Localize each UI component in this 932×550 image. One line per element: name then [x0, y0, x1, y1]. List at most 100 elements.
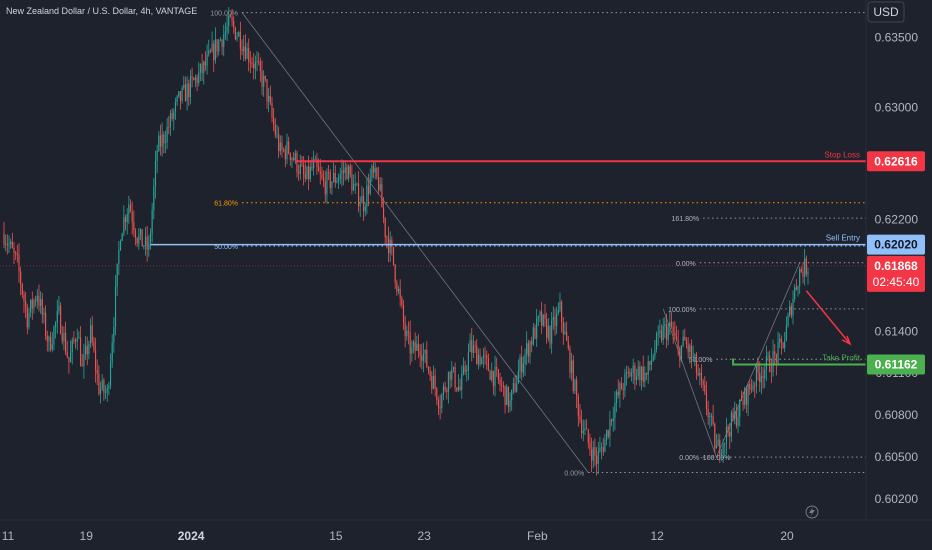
candle-body — [482, 355, 484, 359]
candle-body — [94, 350, 97, 371]
candle-body — [321, 173, 323, 178]
candle-body — [382, 207, 385, 218]
candle-body — [596, 455, 598, 464]
price-axis[interactable]: 0.635000.630000.622000.614000.611000.608… — [865, 0, 925, 520]
candle-body — [487, 358, 489, 371]
replay-icon[interactable] — [805, 505, 819, 519]
candle-body — [386, 237, 388, 239]
candle-body — [739, 399, 741, 418]
candle-body — [344, 167, 346, 173]
candle-body — [236, 36, 238, 40]
candle-body — [291, 157, 293, 161]
candle-body — [98, 373, 100, 394]
candle-body — [805, 258, 807, 275]
candle-body — [679, 347, 681, 361]
candle-body — [755, 365, 757, 386]
candle-body — [171, 113, 173, 119]
candle-body — [527, 343, 529, 357]
candle-body — [707, 408, 709, 417]
time-tick-label: 15 — [329, 529, 343, 543]
candle-body — [416, 343, 418, 351]
price-badge — [867, 234, 925, 255]
candle-body — [108, 385, 110, 389]
candle-body — [804, 258, 806, 277]
currency-selector[interactable] — [867, 1, 905, 23]
candle-body — [168, 126, 170, 128]
candle-body — [111, 342, 113, 363]
candle-body — [203, 61, 205, 73]
candle-body — [451, 369, 453, 380]
time-tick-label: 2024 — [178, 529, 205, 543]
candle-body — [554, 316, 556, 326]
candle-body — [303, 165, 305, 175]
candle-body — [690, 345, 693, 357]
candle-body — [446, 390, 448, 392]
candle-body — [11, 241, 13, 249]
candle-body — [662, 325, 664, 341]
candle-body — [789, 306, 791, 316]
candle-body — [148, 243, 150, 250]
candle-body — [136, 237, 138, 244]
candle-body — [284, 149, 286, 160]
candle-body — [38, 295, 40, 306]
candle-body — [238, 32, 240, 37]
candle-body — [730, 412, 733, 437]
candle-body — [13, 248, 15, 253]
time-axis[interactable]: 11 19 2024 15 23 Feb 12 20 — [0, 519, 932, 543]
candle-body — [58, 305, 60, 312]
candle-body — [104, 392, 107, 394]
candle-body — [63, 332, 65, 342]
candle-body — [797, 286, 799, 290]
candle-body — [606, 430, 608, 440]
candle-body — [76, 338, 78, 342]
candle-body — [158, 135, 160, 151]
candle-body — [799, 269, 801, 287]
candle-body — [91, 325, 93, 342]
sell-entry-label: Sell Entry — [826, 234, 860, 243]
candle-body — [8, 244, 10, 245]
candle-body — [660, 330, 663, 341]
candle-body — [191, 76, 193, 79]
candle-body — [609, 419, 611, 437]
time-tick-label: 12 — [651, 529, 665, 543]
candle-body — [164, 142, 167, 144]
candle-body — [539, 311, 541, 317]
candle-body — [194, 77, 197, 80]
candle-body — [557, 309, 559, 314]
candle-body — [261, 71, 263, 87]
candle-body — [369, 177, 371, 194]
symbol-title: New Zealand Dollar / U.S. Dollar, 4h, VA… — [6, 6, 197, 16]
candle-body — [536, 318, 538, 339]
candle-body — [178, 91, 180, 97]
candle-body — [521, 357, 523, 373]
candle-body — [298, 172, 300, 174]
candle-body — [176, 96, 178, 102]
candle-body — [99, 388, 102, 394]
candle-body — [16, 253, 18, 255]
candle-body — [581, 419, 583, 434]
plot-area[interactable]: 100.00% 61.80% 50.00% 0.00% 161.80% 0.00% 100.… — [0, 7, 866, 477]
candle-body — [615, 391, 618, 403]
candle-body — [333, 172, 335, 182]
candle-body — [529, 341, 531, 357]
price-axis-ticks: 0.635000.630000.622000.614000.611000.608… — [875, 31, 919, 506]
candle-body — [574, 379, 576, 392]
candle-body — [338, 178, 340, 182]
candle-body — [189, 76, 192, 97]
candle-body — [477, 354, 479, 365]
candle-body — [426, 349, 428, 367]
candle-body — [569, 348, 571, 373]
candle-body — [587, 429, 589, 443]
candle-body — [774, 351, 776, 355]
candle-body — [23, 294, 25, 302]
candle-body — [384, 217, 386, 238]
candle-body — [18, 254, 20, 272]
candle-body — [143, 246, 145, 247]
candle-body — [749, 384, 751, 390]
candle-body — [695, 354, 698, 373]
candle-body — [10, 241, 12, 245]
candle-body — [304, 174, 306, 179]
candle-body — [318, 167, 320, 172]
candle-body — [106, 388, 108, 393]
